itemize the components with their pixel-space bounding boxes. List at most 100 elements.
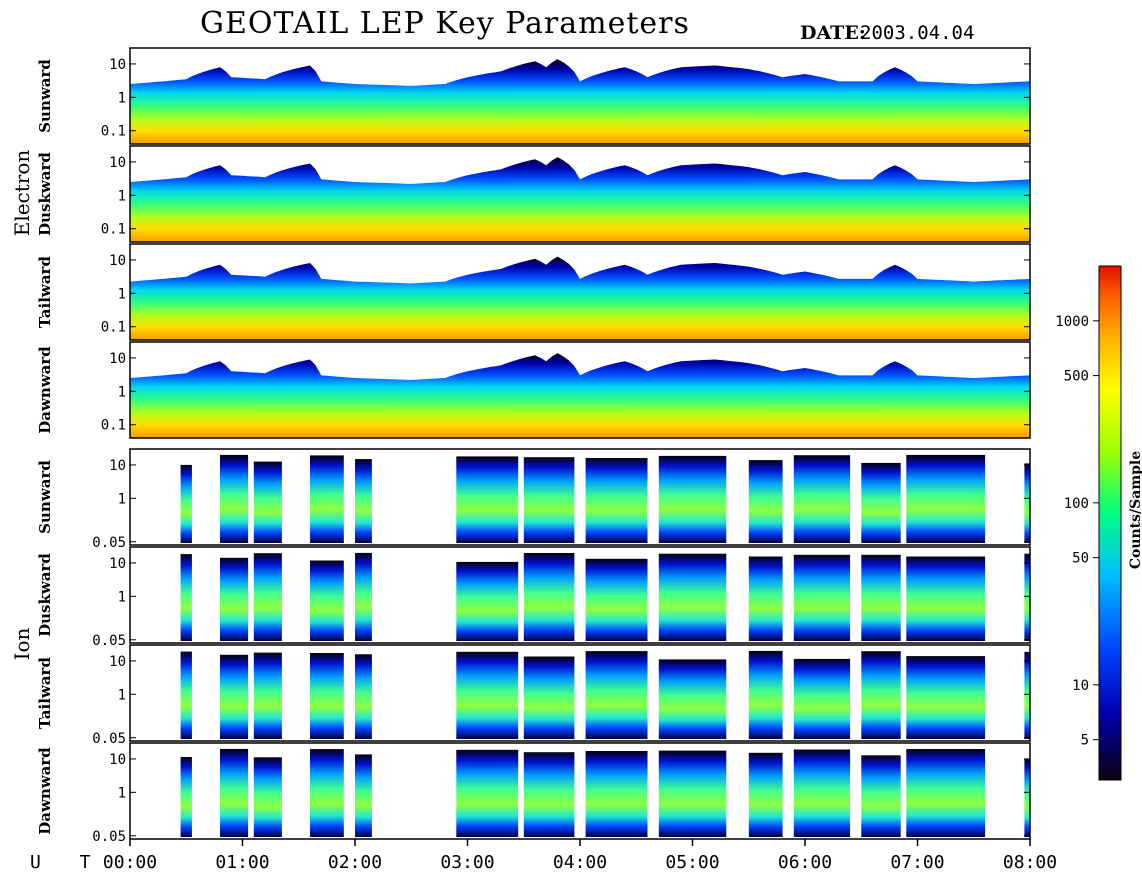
electron-panel-dawnward: 10 1 0.1 [101, 341, 1031, 439]
x-tick-label: 03:00 [440, 852, 494, 873]
x-tick-label: 06:00 [778, 852, 832, 873]
chart-title: GEOTAIL LEP Key Parameters [200, 6, 690, 41]
panel-frame [129, 546, 1031, 644]
direction-label: Tailward [36, 256, 54, 328]
y-tick-label: 1 [118, 589, 126, 605]
colorbar-tick-label: 5 [1081, 733, 1089, 749]
electron-panel-sunward: 10 1 0.1 [101, 47, 1031, 145]
y-tick-label: 0.05 [92, 731, 126, 747]
ion-spectrum-block [253, 757, 282, 837]
colorbar-gradient [1098, 265, 1122, 781]
direction-label: Dawnward [36, 346, 54, 434]
x-tick-label: 02:00 [328, 852, 382, 873]
ion-spectrum-block [220, 748, 249, 837]
colorbar-tick-label: 100 [1064, 496, 1089, 512]
y-tick-label: 1 [118, 384, 126, 400]
y-tick-label: 0.05 [92, 829, 126, 845]
ion-spectrum-block [1024, 463, 1030, 543]
y-tick-label: 0.1 [101, 222, 126, 238]
ion-spectrum-block [310, 455, 344, 543]
ion-spectrum-block [585, 651, 648, 739]
ion-spectrum-block [585, 458, 648, 543]
x-tick-label: 01:00 [215, 852, 269, 873]
ion-spectrum-block [310, 749, 344, 837]
ion-panel-tailward: 10 1 0.05 [92, 644, 1031, 747]
colorbar-label: Counts/Sample [1128, 451, 1142, 569]
y-tick-label: 10 [109, 351, 126, 367]
panel-frame [129, 644, 1031, 742]
electron-panel-duskward: 10 1 0.1 [101, 145, 1031, 243]
y-tick-label: 1 [118, 687, 126, 703]
ion-spectrum-block [310, 560, 344, 641]
ion-spectrum-block [906, 454, 986, 543]
ion-spectrum-block [658, 553, 727, 641]
ion-spectrum-block [585, 751, 648, 837]
ion-spectrum-block [355, 459, 372, 543]
colorbar: 5 10 50 100 500 1000 Counts/Sample [1055, 265, 1142, 781]
y-tick-label: 10 [109, 556, 126, 572]
x-axis: U T00:00 01:00 02:00 03:00 04:00 05:00 06:00 07… [30, 839, 1057, 873]
direction-label: Dawnward [36, 747, 54, 835]
x-tick-label: 07:00 [890, 852, 944, 873]
direction-label: Sunward [36, 460, 54, 534]
ion-spectrum-block [748, 752, 783, 837]
x-tick-label: 08:00 [1003, 852, 1057, 873]
panels-layer: 1010.11010.11010.11010.11010.051010.0510… [92, 47, 1031, 845]
date-label: DATE: [800, 22, 866, 44]
ion-spectrum-block [861, 755, 901, 837]
x-axis-label: U T [30, 852, 105, 873]
x-tick-label: 00:00 [103, 852, 157, 873]
ion-spectrum-block [658, 455, 727, 543]
ion-spectrum-block [180, 464, 192, 543]
ion-spectrum-block [793, 455, 851, 543]
y-tick-label: 0.1 [101, 418, 126, 434]
ion-spectrum-block [355, 754, 372, 837]
electron-spectrum-fill [130, 157, 1030, 242]
y-tick-label: 0.1 [101, 124, 126, 140]
ion-panel-sunward: 10 1 0.05 [92, 448, 1031, 551]
y-tick-label: 0.05 [92, 535, 126, 551]
panel-frame [129, 47, 1031, 145]
ion-spectrum-block [906, 556, 986, 641]
x-tick-label: 05:00 [665, 852, 719, 873]
y-tick-label: 10 [109, 752, 126, 768]
ion-spectrum-block [748, 460, 783, 543]
ion-spectrum-block [1024, 651, 1030, 739]
electron-spectrum-fill [130, 59, 1030, 144]
ion-panel-dawnward: 10 1 0.05 [92, 742, 1031, 845]
ion-spectrum-block [523, 457, 575, 543]
ion-spectrum-block [748, 650, 783, 739]
panel-frame [129, 145, 1031, 243]
y-tick-label: 1 [118, 188, 126, 204]
ion-spectrum-block [1024, 758, 1030, 837]
ion-panel-duskward: 10 1 0.05 [92, 546, 1031, 649]
labels-layer: SunwardDuskwardTailwardDawnwardElectronS… [10, 59, 54, 835]
y-tick-label: 10 [109, 458, 126, 474]
ion-spectrum-block [861, 651, 901, 739]
ion-spectrum-block [748, 556, 783, 641]
ion-spectrum-block [585, 558, 648, 641]
ion-spectrum-block [793, 749, 851, 837]
y-tick-label: 1 [118, 90, 126, 106]
ion-spectrum-block [355, 552, 372, 641]
ion-spectrum-block [456, 561, 519, 641]
ion-spectrum-block [180, 651, 192, 739]
y-tick-label: 1 [118, 785, 126, 801]
y-tick-label: 0.05 [92, 633, 126, 649]
direction-label: Duskward [36, 152, 54, 236]
ion-spectrum-block [180, 757, 192, 837]
y-tick-label: 10 [109, 155, 126, 171]
electron-spectrum-fill [130, 353, 1030, 438]
electron-panel-tailward: 10 1 0.1 [101, 243, 1031, 341]
colorbar-tick-label: 500 [1064, 369, 1089, 385]
ion-spectrum-block [253, 461, 282, 543]
electron-spectrum-fill [130, 256, 1030, 340]
ion-spectrum-block [906, 749, 986, 837]
ion-spectrum-block [220, 454, 249, 543]
direction-label: Duskward [36, 553, 54, 637]
ion-spectrum-block [658, 659, 727, 739]
date-value: 2003.04.04 [860, 22, 975, 44]
ion-spectrum-block [861, 462, 901, 543]
